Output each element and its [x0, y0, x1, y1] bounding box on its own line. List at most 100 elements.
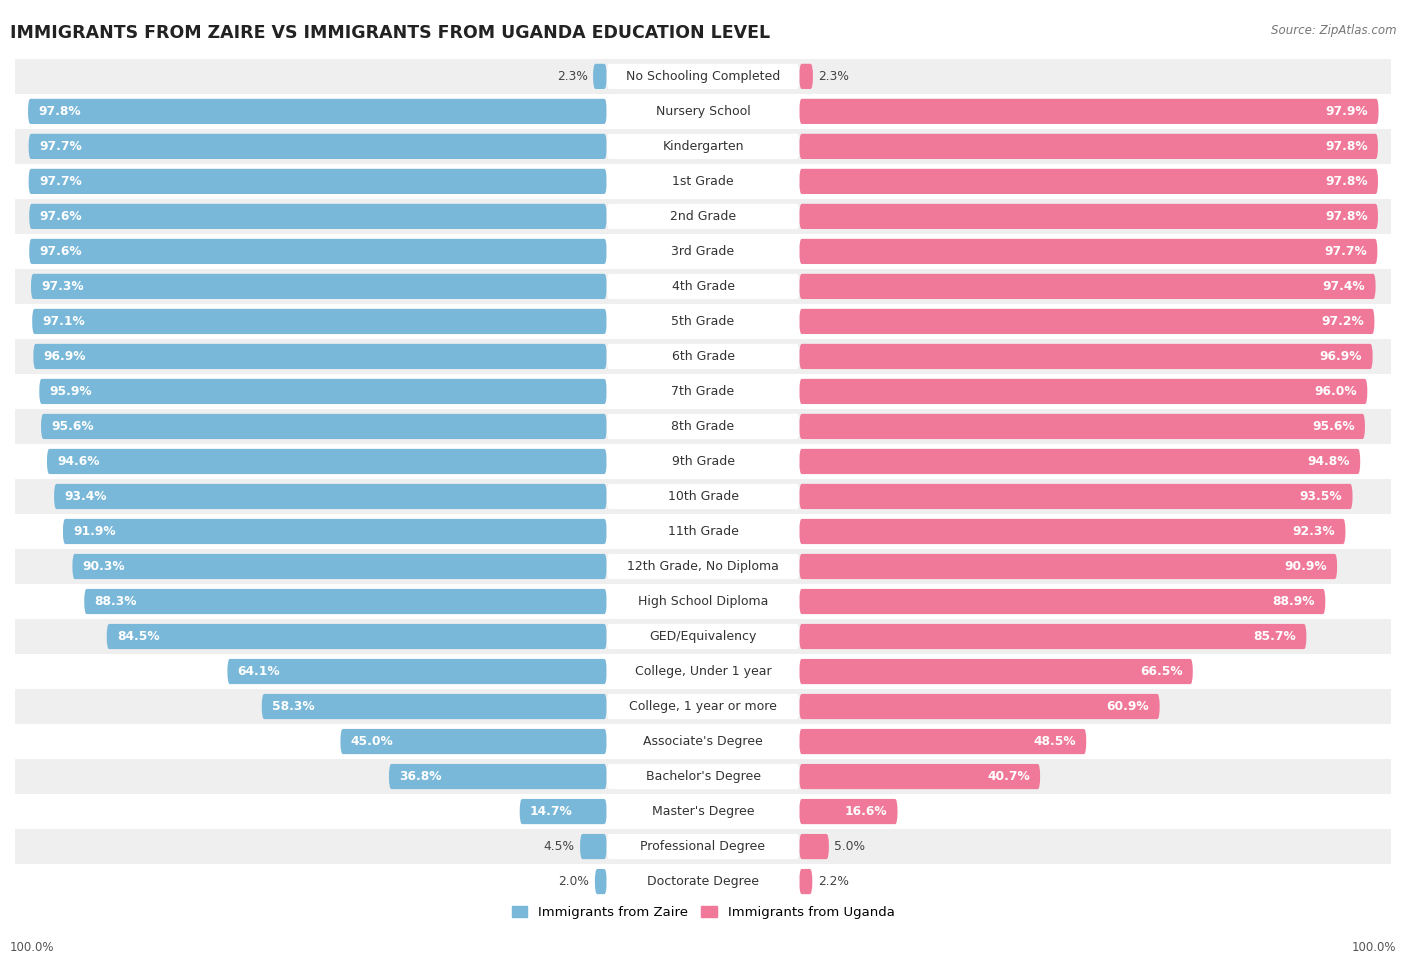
FancyBboxPatch shape	[800, 344, 1372, 370]
Text: 97.8%: 97.8%	[1324, 175, 1368, 188]
FancyBboxPatch shape	[606, 98, 800, 124]
FancyBboxPatch shape	[800, 659, 1192, 684]
Text: 58.3%: 58.3%	[271, 700, 315, 713]
Text: 84.5%: 84.5%	[117, 630, 160, 643]
Text: 93.4%: 93.4%	[65, 490, 107, 503]
FancyBboxPatch shape	[28, 134, 606, 159]
FancyBboxPatch shape	[606, 169, 800, 194]
Bar	[15, 864, 1391, 899]
FancyBboxPatch shape	[606, 589, 800, 614]
FancyBboxPatch shape	[606, 834, 800, 859]
FancyBboxPatch shape	[593, 63, 606, 89]
Text: 97.3%: 97.3%	[41, 280, 84, 292]
Text: College, Under 1 year: College, Under 1 year	[634, 665, 772, 678]
Bar	[15, 339, 1391, 374]
Text: Master's Degree: Master's Degree	[652, 805, 754, 818]
Text: 36.8%: 36.8%	[399, 770, 441, 783]
Bar	[15, 829, 1391, 864]
FancyBboxPatch shape	[28, 169, 606, 194]
Bar	[15, 794, 1391, 829]
Bar	[15, 724, 1391, 759]
FancyBboxPatch shape	[262, 694, 606, 720]
FancyBboxPatch shape	[800, 624, 1306, 649]
Text: 2.2%: 2.2%	[818, 876, 849, 888]
FancyBboxPatch shape	[800, 484, 1353, 509]
Text: 94.6%: 94.6%	[58, 455, 100, 468]
FancyBboxPatch shape	[800, 204, 1378, 229]
Text: 45.0%: 45.0%	[350, 735, 394, 748]
Text: 1st Grade: 1st Grade	[672, 175, 734, 188]
Bar	[15, 94, 1391, 129]
FancyBboxPatch shape	[606, 519, 800, 544]
FancyBboxPatch shape	[84, 589, 606, 614]
FancyBboxPatch shape	[34, 344, 606, 370]
FancyBboxPatch shape	[389, 764, 606, 789]
FancyBboxPatch shape	[606, 659, 800, 684]
Text: 96.9%: 96.9%	[44, 350, 86, 363]
Text: 64.1%: 64.1%	[238, 665, 280, 678]
Text: 97.6%: 97.6%	[39, 210, 82, 223]
Text: 97.1%: 97.1%	[42, 315, 86, 328]
Bar	[15, 759, 1391, 794]
FancyBboxPatch shape	[606, 239, 800, 264]
Text: 90.3%: 90.3%	[83, 560, 125, 573]
Text: 16.6%: 16.6%	[845, 805, 887, 818]
Bar	[15, 129, 1391, 164]
Text: 5.0%: 5.0%	[834, 840, 866, 853]
Text: 2nd Grade: 2nd Grade	[669, 210, 737, 223]
Text: 7th Grade: 7th Grade	[672, 385, 734, 398]
FancyBboxPatch shape	[63, 519, 606, 544]
FancyBboxPatch shape	[800, 869, 813, 894]
Text: Doctorate Degree: Doctorate Degree	[647, 876, 759, 888]
Text: 100.0%: 100.0%	[10, 941, 55, 954]
Text: 88.9%: 88.9%	[1272, 595, 1315, 608]
FancyBboxPatch shape	[72, 554, 606, 579]
FancyBboxPatch shape	[800, 448, 1360, 474]
Text: 97.4%: 97.4%	[1323, 280, 1365, 292]
Text: 4th Grade: 4th Grade	[672, 280, 734, 292]
FancyBboxPatch shape	[800, 134, 1378, 159]
FancyBboxPatch shape	[28, 98, 606, 124]
Text: 3rd Grade: 3rd Grade	[672, 245, 734, 258]
Text: 2.0%: 2.0%	[558, 876, 589, 888]
Bar	[15, 584, 1391, 619]
FancyBboxPatch shape	[606, 274, 800, 299]
Text: 91.9%: 91.9%	[73, 525, 115, 538]
FancyBboxPatch shape	[606, 869, 800, 894]
FancyBboxPatch shape	[800, 169, 1378, 194]
Text: 97.8%: 97.8%	[38, 105, 82, 118]
Bar	[15, 269, 1391, 304]
FancyBboxPatch shape	[606, 379, 800, 404]
Text: 5th Grade: 5th Grade	[672, 315, 734, 328]
FancyBboxPatch shape	[800, 799, 897, 824]
FancyBboxPatch shape	[800, 239, 1378, 264]
Text: Professional Degree: Professional Degree	[641, 840, 765, 853]
Text: College, 1 year or more: College, 1 year or more	[628, 700, 778, 713]
Text: Associate's Degree: Associate's Degree	[643, 735, 763, 748]
Text: 97.2%: 97.2%	[1322, 315, 1364, 328]
Text: 66.5%: 66.5%	[1140, 665, 1182, 678]
Bar	[15, 689, 1391, 724]
Text: 95.6%: 95.6%	[1312, 420, 1354, 433]
FancyBboxPatch shape	[606, 729, 800, 754]
Text: 88.3%: 88.3%	[94, 595, 136, 608]
Text: 97.9%: 97.9%	[1326, 105, 1368, 118]
FancyBboxPatch shape	[800, 589, 1326, 614]
Text: 97.8%: 97.8%	[1324, 139, 1368, 153]
Bar	[15, 58, 1391, 94]
Text: 9th Grade: 9th Grade	[672, 455, 734, 468]
Legend: Immigrants from Zaire, Immigrants from Uganda: Immigrants from Zaire, Immigrants from U…	[506, 901, 900, 924]
FancyBboxPatch shape	[581, 834, 606, 859]
Bar	[15, 164, 1391, 199]
Text: 11th Grade: 11th Grade	[668, 525, 738, 538]
FancyBboxPatch shape	[606, 484, 800, 509]
FancyBboxPatch shape	[800, 379, 1367, 404]
FancyBboxPatch shape	[107, 624, 606, 649]
FancyBboxPatch shape	[800, 519, 1346, 544]
Bar	[15, 374, 1391, 409]
Text: 93.5%: 93.5%	[1299, 490, 1343, 503]
FancyBboxPatch shape	[39, 379, 606, 404]
Bar	[15, 199, 1391, 234]
Text: 10th Grade: 10th Grade	[668, 490, 738, 503]
Bar	[15, 619, 1391, 654]
